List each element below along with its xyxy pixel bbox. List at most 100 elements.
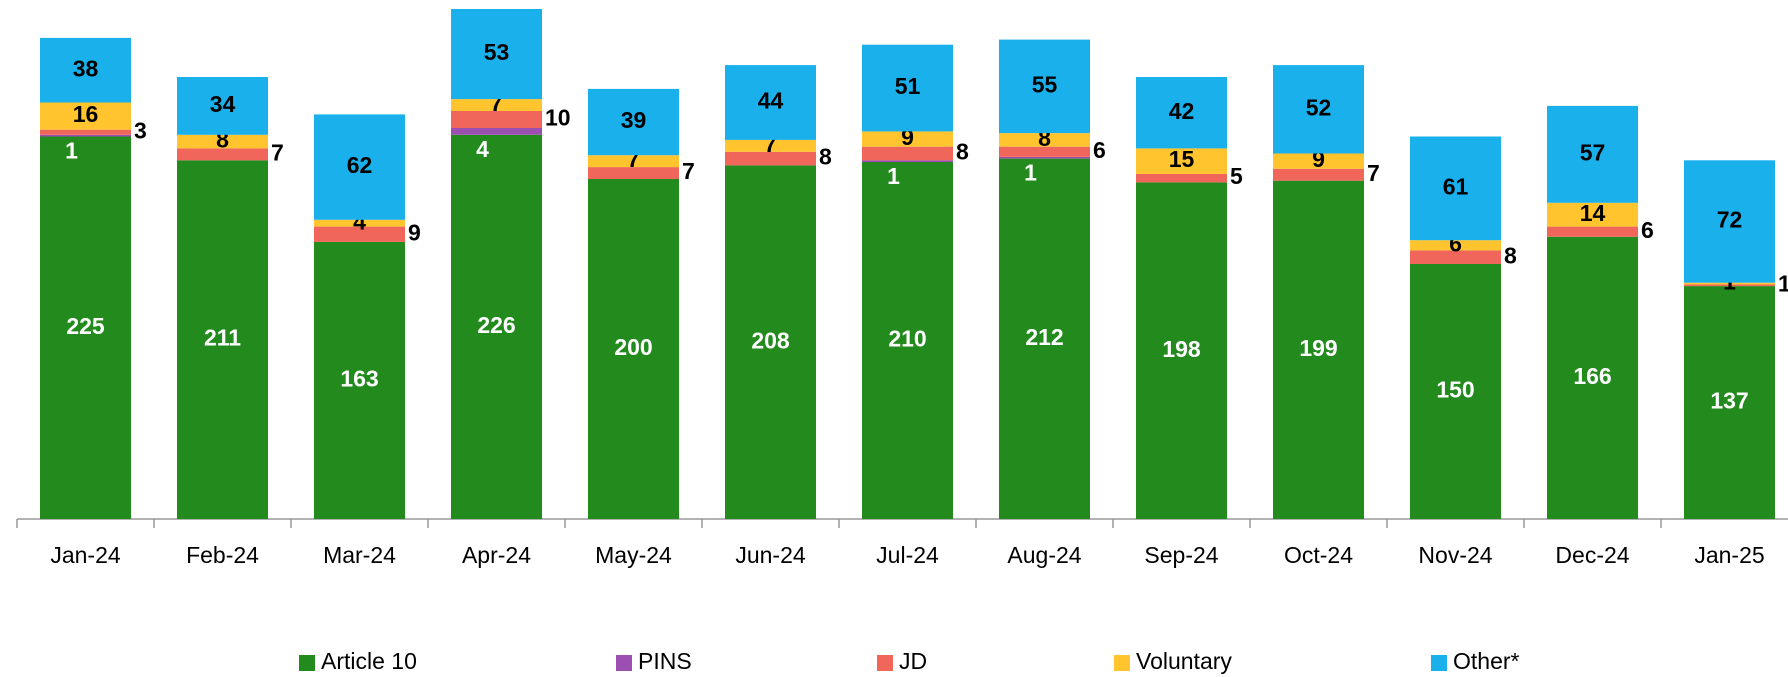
data-label: 10	[545, 105, 571, 131]
legend-label: Other*	[1453, 648, 1520, 674]
data-label: 34	[210, 91, 236, 117]
bar-segment	[177, 160, 268, 520]
bar-segment	[1547, 226, 1638, 237]
data-label: 1	[1024, 160, 1037, 186]
data-label: 6	[1641, 217, 1654, 243]
bar-segment	[725, 65, 816, 140]
bar-segment	[1684, 284, 1775, 287]
data-label: 199	[1299, 335, 1337, 361]
data-label: 42	[1169, 98, 1195, 124]
data-label: 8	[1504, 242, 1517, 268]
bar-segment	[999, 133, 1090, 147]
bar-segment	[999, 156, 1090, 159]
x-tick-label: Feb-24	[186, 542, 259, 568]
legend-label: JD	[899, 648, 927, 674]
bar-segment	[1136, 182, 1227, 519]
bar-segment	[862, 131, 953, 147]
legend-label: PINS	[638, 648, 692, 674]
legend-swatch	[1431, 655, 1447, 671]
data-label: 61	[1443, 173, 1469, 199]
data-label: 137	[1710, 388, 1748, 414]
bar-segment	[999, 158, 1090, 519]
bar-segment	[1547, 236, 1638, 520]
data-label: 166	[1573, 363, 1611, 389]
data-label: 7	[1367, 160, 1380, 186]
data-label: 211	[204, 325, 241, 351]
data-label: 72	[1717, 207, 1743, 233]
legend-swatch	[1114, 655, 1130, 671]
data-label: 7	[271, 139, 284, 165]
x-tick-label: Jun-24	[735, 542, 806, 568]
bar-segment	[451, 9, 542, 100]
bar-segment	[1547, 202, 1638, 227]
bar-segment	[588, 167, 679, 179]
data-label: 226	[477, 312, 515, 338]
bar-segment	[40, 136, 131, 519]
legend-label: Article 10	[321, 648, 417, 674]
data-label: 1	[65, 138, 78, 164]
x-tick-label: Dec-24	[1555, 542, 1629, 568]
bar-segment	[1547, 105, 1638, 203]
bar-segment	[725, 139, 816, 152]
bar-segment	[1136, 77, 1227, 149]
bar-segment	[1410, 264, 1501, 519]
data-label: 1	[1778, 270, 1788, 296]
legend-swatch	[616, 655, 632, 671]
x-tick-label: Jan-24	[50, 542, 121, 568]
bar-segment	[1684, 286, 1775, 519]
data-label: 14	[1580, 200, 1606, 226]
data-label: 8	[956, 139, 969, 165]
bar-segment	[1273, 180, 1364, 519]
x-tick-label: Nov-24	[1418, 542, 1492, 568]
bar-segment	[451, 111, 542, 128]
bar-segment	[1684, 160, 1775, 283]
bar-segment	[1410, 136, 1501, 241]
bar-segment	[451, 128, 542, 135]
bar-segment	[862, 44, 953, 132]
bar-segment	[177, 148, 268, 161]
data-label: 1	[887, 163, 900, 189]
bar-segment	[862, 162, 953, 519]
data-label: 212	[1025, 324, 1063, 350]
legend-swatch	[299, 655, 315, 671]
data-label: 150	[1436, 377, 1474, 403]
data-label: 62	[347, 152, 373, 178]
bar-segment	[862, 146, 953, 161]
data-label: 210	[888, 326, 926, 352]
bar-segment	[1273, 168, 1364, 181]
bar-segment	[588, 179, 679, 519]
bar-segment	[1684, 282, 1775, 285]
bar-segment	[451, 134, 542, 520]
data-label: 39	[621, 107, 647, 133]
legend-swatch	[877, 655, 893, 671]
data-label: 200	[614, 334, 652, 360]
x-tick-label: Oct-24	[1284, 542, 1353, 568]
x-tick-label: Mar-24	[323, 542, 396, 568]
bar-segment	[725, 165, 816, 519]
bar-segment	[588, 155, 679, 168]
data-label: 6	[1093, 137, 1106, 163]
bar-segment	[1410, 240, 1501, 251]
x-tick-label: Aug-24	[1007, 542, 1081, 568]
bar-segment	[1136, 173, 1227, 183]
data-label: 208	[751, 327, 790, 353]
legend-label: Voluntary	[1136, 648, 1232, 674]
bar-segment	[1273, 153, 1364, 169]
data-label: 8	[819, 144, 832, 170]
x-tick-label: May-24	[595, 542, 672, 568]
x-tick-label: Jan-25	[1694, 542, 1764, 568]
data-label: 5	[1230, 163, 1243, 189]
bar-segment	[588, 88, 679, 156]
bar-segment	[314, 226, 405, 242]
bar-segment	[177, 77, 268, 135]
bar-segment	[1273, 65, 1364, 154]
data-label: 57	[1580, 139, 1606, 165]
bar-segment	[314, 114, 405, 220]
data-label: 15	[1169, 146, 1195, 172]
data-label: 52	[1306, 94, 1332, 120]
x-tick-label: Jul-24	[876, 542, 939, 568]
bar-segment	[314, 241, 405, 519]
bar-segment	[1136, 148, 1227, 174]
bar-segment	[862, 160, 953, 162]
bar-segment	[177, 134, 268, 149]
